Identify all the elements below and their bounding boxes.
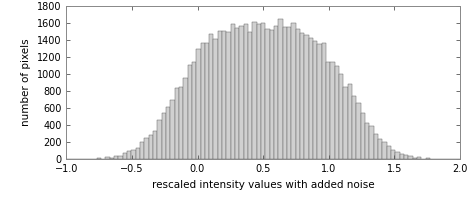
- Bar: [118, 155, 123, 159]
- Bar: [131, 150, 136, 159]
- Bar: [426, 158, 430, 159]
- Bar: [239, 26, 244, 159]
- Bar: [157, 120, 162, 159]
- Bar: [400, 154, 404, 159]
- Bar: [148, 135, 153, 159]
- Bar: [356, 103, 361, 159]
- Bar: [265, 29, 270, 159]
- Bar: [274, 26, 278, 159]
- Bar: [343, 87, 347, 159]
- Y-axis label: number of pixels: number of pixels: [21, 39, 31, 126]
- Bar: [127, 151, 131, 159]
- Bar: [196, 49, 201, 159]
- Bar: [227, 32, 231, 159]
- Bar: [369, 126, 374, 159]
- Bar: [287, 27, 292, 159]
- Bar: [304, 35, 309, 159]
- Bar: [192, 62, 196, 159]
- Bar: [166, 107, 170, 159]
- Bar: [309, 38, 313, 159]
- Bar: [391, 150, 395, 159]
- Bar: [361, 113, 365, 159]
- Bar: [248, 32, 253, 159]
- Bar: [378, 139, 382, 159]
- Bar: [179, 87, 183, 159]
- Bar: [395, 152, 400, 159]
- Bar: [114, 156, 118, 159]
- Bar: [408, 156, 412, 159]
- Bar: [313, 41, 318, 159]
- Bar: [261, 23, 265, 159]
- Bar: [322, 43, 326, 159]
- Bar: [174, 88, 179, 159]
- Bar: [365, 123, 369, 159]
- Bar: [222, 31, 227, 159]
- Bar: [144, 139, 148, 159]
- Bar: [374, 134, 378, 159]
- Bar: [244, 24, 248, 159]
- Bar: [257, 24, 261, 159]
- Bar: [300, 33, 304, 159]
- Bar: [278, 19, 283, 159]
- Bar: [136, 148, 140, 159]
- Bar: [412, 158, 417, 159]
- Bar: [417, 157, 421, 159]
- Bar: [218, 31, 222, 159]
- Bar: [123, 153, 127, 159]
- Bar: [109, 158, 114, 159]
- Bar: [387, 146, 391, 159]
- Bar: [382, 142, 387, 159]
- Bar: [404, 155, 408, 159]
- Bar: [213, 39, 218, 159]
- Bar: [209, 34, 213, 159]
- Bar: [201, 43, 205, 159]
- Bar: [318, 44, 322, 159]
- X-axis label: rescaled intensity values with added noise: rescaled intensity values with added noi…: [152, 180, 374, 190]
- Bar: [235, 28, 239, 159]
- Bar: [296, 29, 300, 159]
- Bar: [292, 23, 296, 159]
- Bar: [188, 65, 192, 159]
- Bar: [339, 74, 343, 159]
- Bar: [105, 157, 109, 159]
- Bar: [153, 131, 157, 159]
- Bar: [140, 142, 144, 159]
- Bar: [97, 158, 101, 159]
- Bar: [170, 100, 174, 159]
- Bar: [347, 84, 352, 159]
- Bar: [330, 62, 335, 159]
- Bar: [335, 66, 339, 159]
- Bar: [283, 27, 287, 159]
- Bar: [183, 78, 188, 159]
- Bar: [231, 24, 235, 159]
- Bar: [270, 30, 274, 159]
- Bar: [205, 43, 209, 159]
- Bar: [162, 113, 166, 159]
- Bar: [326, 62, 330, 159]
- Bar: [352, 96, 356, 159]
- Bar: [253, 22, 257, 159]
